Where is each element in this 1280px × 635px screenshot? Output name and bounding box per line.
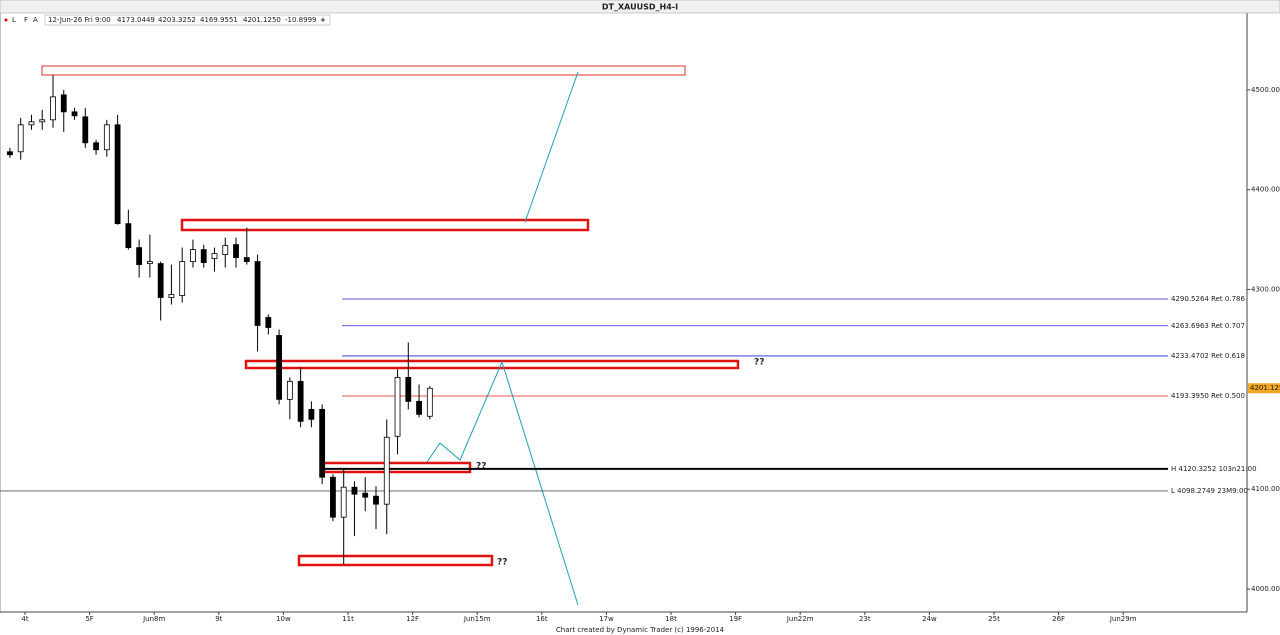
x-tick-label: Jun22m: [786, 615, 814, 623]
high-line-label: H 4120.3252 103n21:00: [1171, 465, 1257, 473]
status-datetime: 12-Jun-26 Fri 9:00: [48, 16, 111, 24]
candle-body: [114, 124, 121, 225]
annotation: ??: [754, 358, 764, 368]
fib-level-label: 4263.6963 Ret 0.707: [1171, 322, 1245, 330]
status-close: 4201.1250: [243, 16, 281, 24]
candle-body: [28, 121, 35, 126]
candle-body: [93, 142, 99, 151]
candle-body: [254, 261, 261, 326]
zone-box: [41, 65, 686, 76]
projection-line: [426, 360, 579, 606]
x-tick-label: 23t: [859, 615, 871, 623]
candle-body: [60, 94, 67, 113]
status-change: -10.8999: [285, 16, 316, 24]
candle-body: [168, 294, 175, 298]
candle-body: [136, 247, 143, 265]
candle-body: [243, 257, 250, 262]
x-tick-label: 11t: [342, 615, 354, 623]
toolbar-item[interactable]: A: [33, 16, 38, 24]
x-tick-label: 17w: [599, 615, 614, 623]
x-tick-label: 19F: [729, 615, 742, 623]
x-tick-label: Jun29m: [1109, 615, 1137, 623]
candle-body: [383, 436, 390, 505]
zone-box: [244, 359, 740, 370]
candle-body: [233, 244, 239, 258]
candle-body: [319, 408, 326, 478]
x-tick-label: 10w: [276, 615, 291, 623]
candle-body: [340, 486, 347, 518]
projection-line: [524, 71, 579, 223]
fib-level-label: 4233.4702 Ret 0.618: [1171, 352, 1245, 360]
candle-body: [211, 253, 218, 259]
candle-body: [71, 111, 78, 117]
candle-body: [362, 492, 369, 498]
annotation: ??: [476, 462, 486, 472]
last-price-box: [1248, 383, 1280, 394]
x-tick-label: 24w: [922, 615, 937, 623]
candle-body: [222, 245, 229, 255]
x-tick-label: 5F: [85, 615, 93, 623]
footer: Chart created by Dynamic Trader (c) 1996…: [556, 626, 725, 634]
candle-body: [351, 486, 358, 495]
candle-body: [330, 476, 336, 518]
candle-body: [405, 376, 412, 402]
status-box: [44, 14, 331, 26]
status-high: 4203.3252: [158, 16, 196, 24]
candle-body: [426, 387, 433, 417]
status-open: 4173.0449: [117, 16, 155, 24]
x-tick-label: 25t: [988, 615, 1000, 623]
candle-body: [157, 263, 164, 298]
status-low: 4169.9551: [200, 16, 238, 24]
x-tick-label: 26F: [1052, 615, 1065, 623]
y-tick-label: 4000.0000: [1251, 585, 1280, 593]
candle-body: [146, 261, 153, 264]
y-tick-label: 4100.0000: [1251, 485, 1280, 493]
candle-body: [416, 400, 422, 415]
zone-box: [180, 218, 590, 232]
candle-body: [308, 408, 315, 420]
x-tick-label: Jun15m: [463, 615, 491, 623]
x-tick-label: 16t: [536, 615, 548, 623]
candle-body: [190, 249, 196, 262]
y-tick-label: 4400.0000: [1251, 186, 1280, 194]
crosshair-icon[interactable]: +: [320, 16, 326, 24]
candle-body: [50, 96, 56, 121]
toolbar-item[interactable]: F: [24, 16, 28, 24]
candle-body: [103, 124, 110, 151]
annotation: ??: [497, 558, 507, 568]
candle-body: [373, 495, 379, 505]
last-price-label: 4201.1250: [1250, 384, 1280, 392]
fib-level-label: 4193.3950 Ret 0.500: [1171, 392, 1245, 400]
candle-body: [125, 223, 132, 249]
toolbar-dot: [4, 18, 8, 22]
candle-body: [297, 380, 304, 422]
candle-body: [200, 249, 207, 263]
x-tick-label: 18t: [665, 615, 677, 623]
title-bar: [0, 0, 1280, 14]
y-tick-label: 4300.0000: [1251, 286, 1280, 294]
candle-body: [394, 376, 401, 437]
zone-box: [297, 554, 494, 567]
x-tick-label: 4t: [21, 615, 28, 623]
candle-body: [179, 261, 186, 296]
candle-body: [286, 380, 293, 400]
chart-title: DT_XAUUSD_H4-I: [602, 3, 678, 12]
candle-body: [39, 119, 46, 123]
candle-body: [82, 116, 89, 144]
candle-body: [7, 151, 13, 156]
fib-level-label: 4290.5264 Ret 0.786: [1171, 295, 1245, 303]
x-tick-label: Jun8m: [142, 615, 165, 623]
candle-body: [276, 335, 282, 400]
low-line-label: L 4098.2749 23M9:00: [1171, 487, 1248, 495]
toolbar-item[interactable]: L: [12, 16, 16, 24]
x-tick-label: 12F: [406, 615, 419, 623]
x-tick-label: 9t: [215, 615, 222, 623]
candle-body: [265, 317, 272, 328]
y-tick-label: 4500.0000: [1251, 86, 1280, 94]
candle-body: [17, 124, 24, 153]
